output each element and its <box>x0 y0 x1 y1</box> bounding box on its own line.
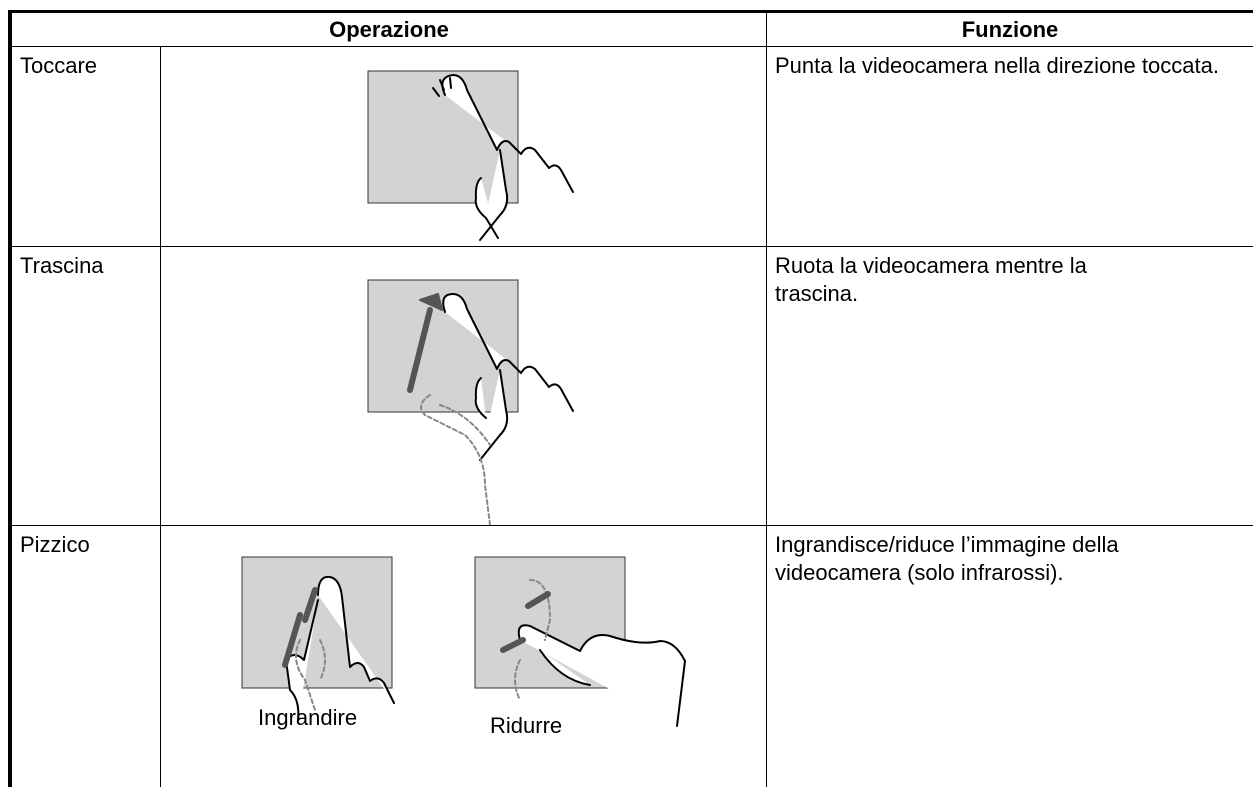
description: Ruota la videocamera mentre la trascina. <box>775 253 1087 306</box>
operation: Pizzico <box>20 532 90 557</box>
arrow-head <box>419 293 443 311</box>
arrow <box>282 587 318 668</box>
hand-icon <box>442 293 574 461</box>
caption: Ingrandire <box>258 705 358 730</box>
column-rule <box>160 46 161 787</box>
header-cell: Operazione <box>329 17 449 42</box>
hand-icon <box>517 624 686 727</box>
row-rule <box>8 246 1253 247</box>
row-rule <box>8 46 1253 47</box>
operation: Trascina <box>20 253 104 278</box>
arrow <box>407 307 433 393</box>
header-cell: Funzione <box>961 17 1059 42</box>
dashed-hand <box>295 639 326 711</box>
table-border <box>8 10 1253 13</box>
tap-marks <box>432 77 452 97</box>
row-rule <box>8 525 1253 526</box>
description: Ingrandisce/riduce l’immagine della vide… <box>775 532 1119 585</box>
caption: Ridurre <box>490 713 563 738</box>
dashed-hand <box>420 394 491 526</box>
description: Punta la videocamera nella direzione toc… <box>775 53 1219 78</box>
column-rule <box>766 10 767 787</box>
operation: Toccare <box>20 53 98 78</box>
hand-icon <box>441 74 574 241</box>
arrow <box>500 591 551 653</box>
table-border <box>8 10 12 787</box>
